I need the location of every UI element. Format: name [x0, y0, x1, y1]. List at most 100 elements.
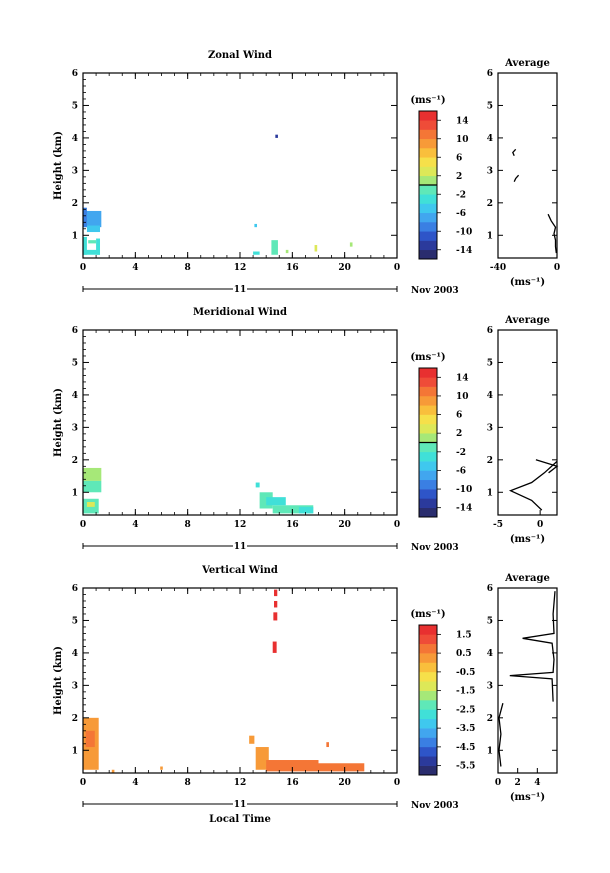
data-cell-4	[83, 236, 87, 255]
colorbar-swatch	[419, 433, 437, 443]
x-tick-label: 4	[132, 778, 138, 788]
data-cell-4	[255, 482, 260, 488]
x-tick-label: 12	[234, 263, 247, 273]
colorbar-tick-label: -14	[456, 246, 472, 256]
data-cell-10	[253, 251, 260, 255]
average-y-tick-label: 3	[487, 681, 493, 691]
data-cell-0	[83, 210, 102, 228]
average-y-tick-label: 1	[487, 746, 493, 756]
x-tick-label: 20	[338, 263, 351, 273]
colorbar-swatch	[419, 377, 437, 387]
colorbar-tick-label: -6	[456, 209, 466, 219]
panel-title: Zonal Wind	[208, 50, 272, 61]
data-cell-1	[274, 600, 278, 608]
x-tick-label: 4	[132, 520, 138, 530]
date-day-label: 11	[234, 285, 247, 295]
data-cell-11	[285, 249, 289, 254]
date-label: Nov 2003	[411, 286, 459, 296]
average-y-tick-label: 4	[487, 134, 493, 144]
colorbar-tick-label: 2	[456, 172, 462, 182]
x-tick-label: 16	[286, 520, 299, 530]
colorbar-tick-label: 6	[456, 153, 462, 163]
data-cell-13	[349, 242, 353, 247]
x-tick-label: 0	[394, 520, 400, 530]
y-axis-label: Height (km)	[53, 388, 64, 457]
x-tick-label: 8	[185, 520, 191, 530]
colorbar-swatch	[419, 414, 437, 425]
colorbar-swatch	[419, 395, 437, 406]
colorbar-tick-label: 14	[456, 116, 469, 126]
average-profile-line	[547, 213, 557, 254]
average-y-tick-label: 3	[487, 423, 493, 433]
average-x-tick-label: 4	[534, 778, 540, 788]
date-day-label: 11	[234, 542, 247, 552]
colorbar-swatch	[419, 249, 437, 260]
y-tick-label: 3	[72, 681, 78, 691]
data-cell-2	[86, 225, 101, 233]
colorbar-swatch	[419, 489, 437, 499]
x-tick-label: 16	[286, 778, 299, 788]
average-y-tick-label: 5	[487, 101, 493, 111]
colorbar-swatch	[419, 212, 437, 223]
panel-title: Meridional Wind	[193, 307, 287, 318]
colorbar-tick-label: -5.5	[456, 762, 475, 772]
average-profile-line	[535, 459, 559, 474]
colorbar-swatch	[419, 166, 437, 177]
colorbar-swatch	[419, 746, 437, 757]
average-x-tick-label: -40	[490, 263, 506, 273]
colorbar-swatch	[419, 625, 437, 635]
average-y-tick-label: 5	[487, 358, 493, 368]
colorbar-tick-label: 0.5	[456, 649, 472, 659]
colorbar-swatch	[419, 728, 437, 738]
colorbar-swatch	[419, 498, 437, 508]
data-cell-5	[96, 238, 101, 255]
date-day-bg	[233, 800, 247, 808]
data-cell-9	[271, 240, 278, 255]
colorbar-swatch	[419, 138, 437, 149]
colorbar-tick-label: 1.5	[456, 630, 472, 640]
colorbar-swatch	[419, 718, 437, 729]
data-cell-6	[272, 505, 314, 514]
colorbar-tick-label: -6	[456, 466, 466, 476]
x-tick-label: 0	[80, 263, 86, 273]
colorbar-swatch	[419, 451, 437, 462]
data-cell-11	[318, 763, 365, 772]
data-cell-3	[86, 502, 95, 507]
colorbar-swatch	[419, 194, 437, 204]
y-tick-label: 3	[72, 166, 78, 176]
x-tick-label: 0	[80, 520, 86, 530]
average-frame	[497, 72, 558, 259]
data-cell-1	[83, 480, 102, 493]
date-day-label: 11	[234, 800, 247, 810]
colorbar-swatch	[419, 203, 437, 214]
data-cell-8	[249, 735, 255, 744]
date-label: Nov 2003	[411, 801, 459, 811]
x-tick-label: 20	[338, 778, 351, 788]
colorbar-swatch	[419, 479, 437, 490]
x-axis-label: Local Time	[209, 814, 271, 825]
colorbar-swatch	[419, 157, 437, 167]
average-y-tick-label: 6	[487, 69, 493, 79]
average-y-tick-label: 2	[487, 456, 493, 466]
data-cell-1	[83, 207, 87, 228]
average-unit: (ms⁻¹)	[510, 277, 545, 288]
data-cell-0	[274, 589, 278, 597]
colorbar-tick-label: -3.5	[456, 724, 475, 734]
colorbar-swatch	[419, 148, 437, 158]
colorbar-swatch	[419, 507, 437, 518]
average-profile-line	[509, 591, 556, 702]
date-day-bg	[233, 285, 247, 293]
average-frame	[497, 587, 558, 774]
data-cell-9	[255, 747, 269, 770]
x-tick-label: 12	[234, 520, 247, 530]
colorbar-swatch	[419, 111, 437, 121]
data-cell-3	[272, 641, 277, 653]
x-tick-label: 16	[286, 263, 299, 273]
average-title: Average	[504, 315, 550, 326]
y-tick-label: 1	[72, 231, 78, 241]
data-cell-2	[273, 612, 278, 621]
panel-title: Vertical Wind	[201, 565, 278, 576]
x-tick-label: 12	[234, 778, 247, 788]
average-y-tick-label: 2	[487, 199, 493, 209]
average-profile-line	[513, 174, 520, 182]
